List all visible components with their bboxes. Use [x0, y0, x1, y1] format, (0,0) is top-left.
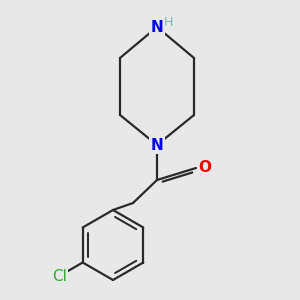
Text: N: N	[151, 137, 164, 152]
Text: H: H	[163, 16, 173, 29]
Text: Cl: Cl	[52, 269, 67, 284]
Text: O: O	[199, 160, 212, 175]
Text: N: N	[151, 20, 164, 34]
